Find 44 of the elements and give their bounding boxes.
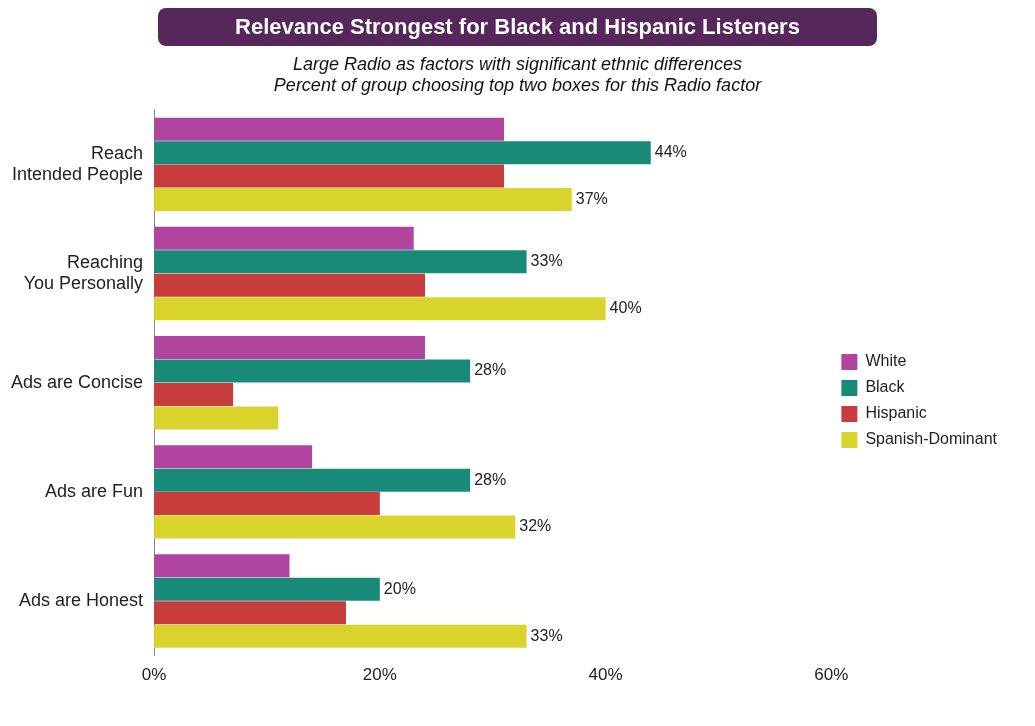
- bar: [154, 577, 380, 601]
- data-label: 33%: [530, 626, 563, 644]
- x-tick-label: 60%: [814, 665, 849, 685]
- x-tick-label: 40%: [588, 665, 623, 685]
- data-label: 37%: [575, 189, 608, 207]
- y-tick-label: Reach Intended People: [11, 142, 144, 185]
- data-label: 28%: [474, 361, 507, 379]
- data-label: 44%: [654, 143, 687, 161]
- y-tick-label: Reaching You Personally: [23, 251, 144, 294]
- bar: [154, 601, 346, 625]
- data-label: 28%: [474, 470, 507, 488]
- y-tick-label: Ads are Honest: [18, 589, 144, 610]
- bar: [154, 468, 471, 492]
- bar: [154, 164, 505, 188]
- bar: [154, 297, 606, 321]
- y-tick-label: Ads are Concise: [10, 371, 144, 392]
- bar: [154, 554, 290, 578]
- bar: [154, 492, 380, 516]
- bar: [154, 273, 425, 297]
- bar: [154, 141, 651, 165]
- y-tick-label: Ads are Fun: [45, 480, 144, 501]
- bar: [154, 250, 527, 274]
- data-label: 20%: [383, 579, 416, 597]
- chart-title: Relevance Strongest for Black and Hispanic Listeners: [158, 8, 877, 46]
- legend-label: Spanish-Dominant: [865, 430, 998, 448]
- bar: [154, 515, 516, 539]
- legend-label: Black: [865, 378, 906, 396]
- bar: [154, 382, 234, 406]
- bar: [154, 336, 425, 359]
- data-label: 33%: [530, 252, 563, 270]
- bar: [154, 117, 505, 141]
- bar: [154, 624, 527, 648]
- bar: [154, 226, 414, 250]
- bar: [154, 445, 313, 469]
- legend-label: Hispanic: [865, 404, 927, 422]
- chart-subtitle: Large Radio as factors with significant ethnic differences Percent of group choosing top two boxes for this Radio factor: [272, 54, 763, 96]
- bar: [154, 188, 572, 212]
- data-label: 40%: [609, 299, 642, 317]
- x-tick-label: 0%: [141, 665, 167, 685]
- bar: [154, 359, 471, 383]
- legend-label: White: [865, 352, 907, 370]
- bar: [154, 406, 279, 430]
- data-label: 32%: [519, 517, 552, 535]
- x-tick-label: 20%: [362, 665, 397, 685]
